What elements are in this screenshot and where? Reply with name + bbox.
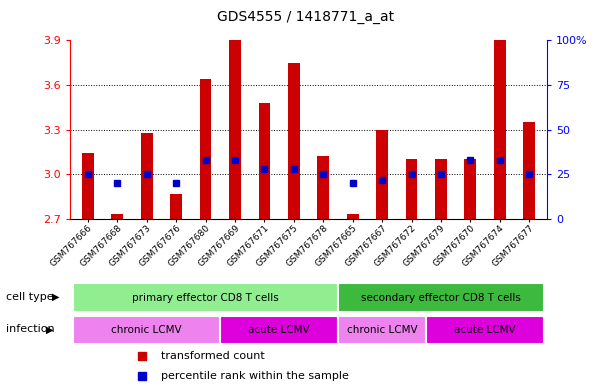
Bar bbox=[338, 316, 426, 344]
Bar bbox=[73, 283, 338, 312]
Text: chronic LCMV: chronic LCMV bbox=[347, 325, 417, 335]
Bar bbox=[317, 156, 329, 219]
Text: acute LCMV: acute LCMV bbox=[248, 325, 310, 335]
Bar bbox=[426, 316, 544, 344]
Bar bbox=[464, 159, 476, 219]
Text: ▶: ▶ bbox=[46, 324, 54, 334]
Bar bbox=[406, 159, 417, 219]
Bar bbox=[376, 129, 388, 219]
Bar bbox=[200, 79, 211, 219]
Bar bbox=[288, 63, 300, 219]
Bar bbox=[494, 40, 506, 219]
Bar bbox=[523, 122, 535, 219]
Bar bbox=[221, 316, 338, 344]
Text: secondary effector CD8 T cells: secondary effector CD8 T cells bbox=[361, 293, 521, 303]
Bar bbox=[347, 214, 359, 219]
Bar bbox=[141, 132, 153, 219]
Bar bbox=[82, 153, 94, 219]
Text: ▶: ▶ bbox=[52, 291, 59, 302]
Bar bbox=[338, 283, 544, 312]
Bar bbox=[73, 316, 221, 344]
Text: percentile rank within the sample: percentile rank within the sample bbox=[161, 371, 349, 381]
Text: cell type: cell type bbox=[6, 291, 54, 302]
Text: infection: infection bbox=[6, 324, 55, 334]
Text: acute LCMV: acute LCMV bbox=[454, 325, 516, 335]
Bar bbox=[170, 194, 182, 219]
Bar bbox=[258, 103, 270, 219]
Bar bbox=[435, 159, 447, 219]
Bar bbox=[229, 40, 241, 219]
Text: chronic LCMV: chronic LCMV bbox=[111, 325, 182, 335]
Text: transformed count: transformed count bbox=[161, 351, 265, 361]
Bar bbox=[111, 214, 123, 219]
Text: primary effector CD8 T cells: primary effector CD8 T cells bbox=[132, 293, 279, 303]
Text: GDS4555 / 1418771_a_at: GDS4555 / 1418771_a_at bbox=[217, 10, 394, 24]
